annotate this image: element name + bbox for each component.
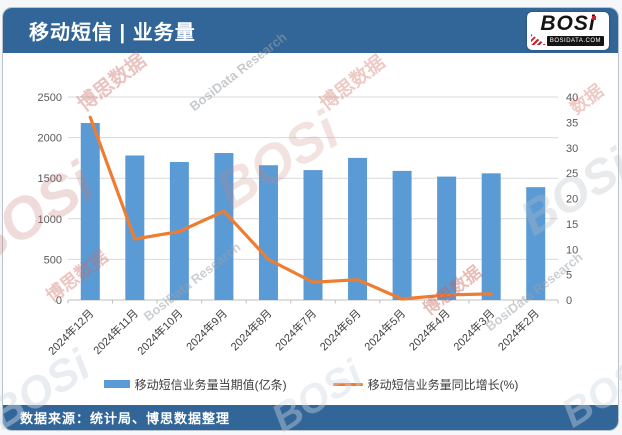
chart-legend: 移动短信业务量当期值(亿条) 移动短信业务量同比增长(%) [0,374,622,394]
legend-item-bar: 移动短信业务量当期值(亿条) [103,376,287,393]
data-source-text: 数据来源：统计局、博思数据整理 [20,411,231,426]
bar-series-swatch [103,380,130,388]
legend-item-line: 移动短信业务量同比增长(%) [332,376,519,393]
header: 移动短信 | 业务量 BOSi BOSIDATA.COM [3,8,618,53]
line-series-swatch [332,382,363,386]
bosi-logo-domain: BOSIDATA.COM [546,36,604,46]
bar-series-label: 移动短信业务量当期值(亿条) [134,377,287,392]
chart-card: 移动短信 | 业务量 BOSi BOSIDATA.COM 数据来源：统计局、博思… [2,7,619,431]
bosi-logo-dot [592,16,596,20]
bosi-logo-text: BOSi [540,12,596,35]
chart-title: 移动短信 | 业务量 [29,22,196,44]
footer: 数据来源：统计局、博思数据整理 [3,405,618,430]
bosi-logo: BOSi BOSIDATA.COM [527,12,609,50]
line-series-label: 移动短信业务量同比增长(%) [367,377,519,392]
bosi-logo-flag-icon [531,34,546,45]
